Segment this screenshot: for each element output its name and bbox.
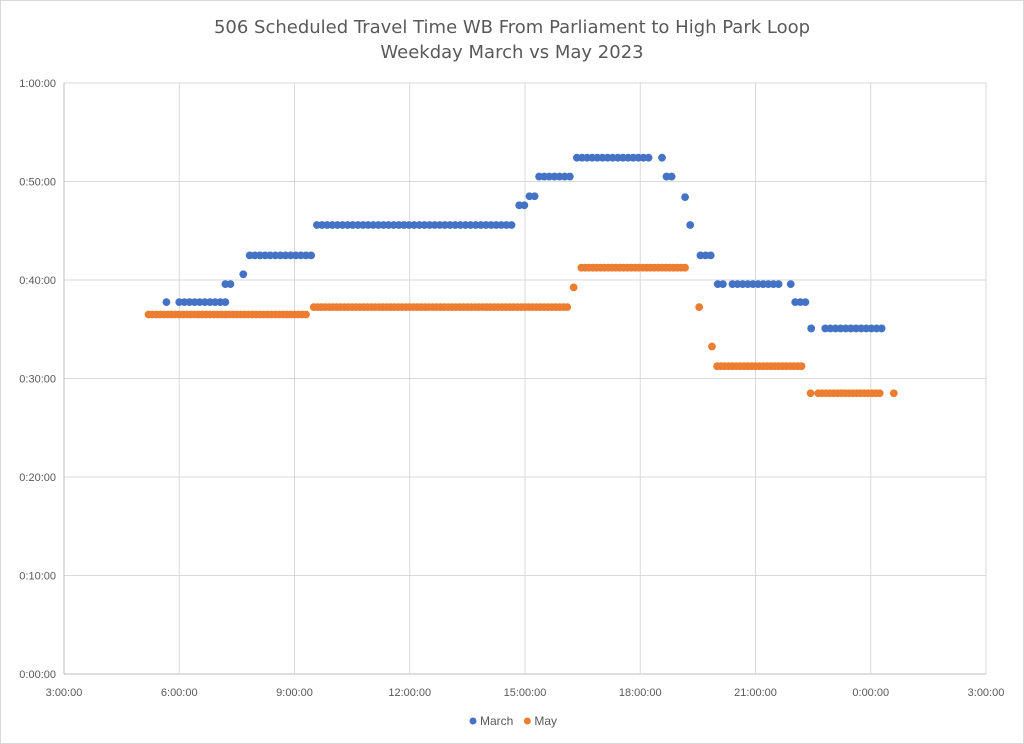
data-point bbox=[686, 221, 695, 229]
legend-marker bbox=[523, 717, 531, 725]
x-tick-label: 9:00:00 bbox=[276, 687, 313, 699]
x-tick-label: 6:00:00 bbox=[161, 687, 198, 699]
y-tick-label: 0:20:00 bbox=[19, 472, 56, 484]
x-tick-label: 15:00:00 bbox=[504, 687, 547, 699]
x-tick-label: 12:00:00 bbox=[388, 687, 431, 699]
data-point bbox=[520, 201, 529, 210]
chart-subtitle: Weekday March vs May 2023 bbox=[380, 42, 643, 63]
data-point bbox=[889, 389, 898, 398]
data-point bbox=[708, 342, 716, 351]
data-point bbox=[644, 153, 653, 162]
y-tick-label: 0:30:00 bbox=[19, 374, 56, 386]
data-point bbox=[681, 263, 689, 272]
y-tick-label: 0:00:00 bbox=[19, 669, 56, 681]
data-point bbox=[658, 153, 666, 162]
data-point bbox=[681, 193, 689, 202]
series-march bbox=[162, 153, 886, 333]
x-tick-label: 3:00:00 bbox=[968, 687, 1005, 699]
data-point bbox=[807, 324, 816, 333]
legend-item: March bbox=[469, 714, 513, 728]
data-point bbox=[507, 221, 516, 229]
legend-marker bbox=[469, 717, 477, 725]
legend: March May bbox=[469, 714, 557, 728]
y-tick-label: 0:40:00 bbox=[19, 275, 56, 287]
data-point bbox=[530, 192, 539, 201]
chart-title: 506 Scheduled Travel Time WB From Parlia… bbox=[214, 17, 810, 38]
data-point bbox=[563, 303, 572, 311]
data-point bbox=[226, 280, 235, 288]
data-point bbox=[221, 298, 230, 307]
series-may bbox=[144, 263, 898, 398]
data-point bbox=[774, 280, 783, 288]
legend-item: May bbox=[523, 714, 557, 728]
data-point bbox=[162, 298, 171, 307]
data-point bbox=[667, 172, 676, 181]
tick-layer: 0:00:00 0:10:00 0:20:00 0:30:00 0:40:00 0:50:… bbox=[19, 78, 1004, 699]
data-point bbox=[565, 172, 574, 181]
point-layer bbox=[144, 153, 898, 398]
y-tick-label: 1:00:00 bbox=[19, 78, 56, 90]
y-tick-label: 0:10:00 bbox=[19, 571, 56, 583]
data-point bbox=[875, 389, 884, 398]
data-point bbox=[877, 324, 886, 333]
data-point bbox=[797, 362, 806, 371]
data-point bbox=[239, 270, 248, 279]
data-point bbox=[801, 298, 810, 307]
legend-label: May bbox=[534, 714, 557, 728]
data-point bbox=[806, 389, 815, 398]
data-point bbox=[718, 280, 727, 288]
data-point bbox=[695, 303, 704, 311]
legend-label: March bbox=[480, 714, 513, 728]
x-tick-label: 0:00:00 bbox=[852, 687, 889, 699]
data-point bbox=[706, 251, 715, 260]
x-tick-label: 21:00:00 bbox=[734, 687, 777, 699]
data-point bbox=[307, 251, 316, 260]
data-point bbox=[302, 310, 310, 319]
x-tick-label: 18:00:00 bbox=[619, 687, 662, 699]
y-tick-label: 0:50:00 bbox=[19, 177, 56, 189]
data-point bbox=[786, 280, 795, 288]
x-tick-label: 3:00:00 bbox=[46, 687, 83, 699]
data-point bbox=[569, 283, 578, 292]
grid-layer bbox=[63, 82, 987, 675]
